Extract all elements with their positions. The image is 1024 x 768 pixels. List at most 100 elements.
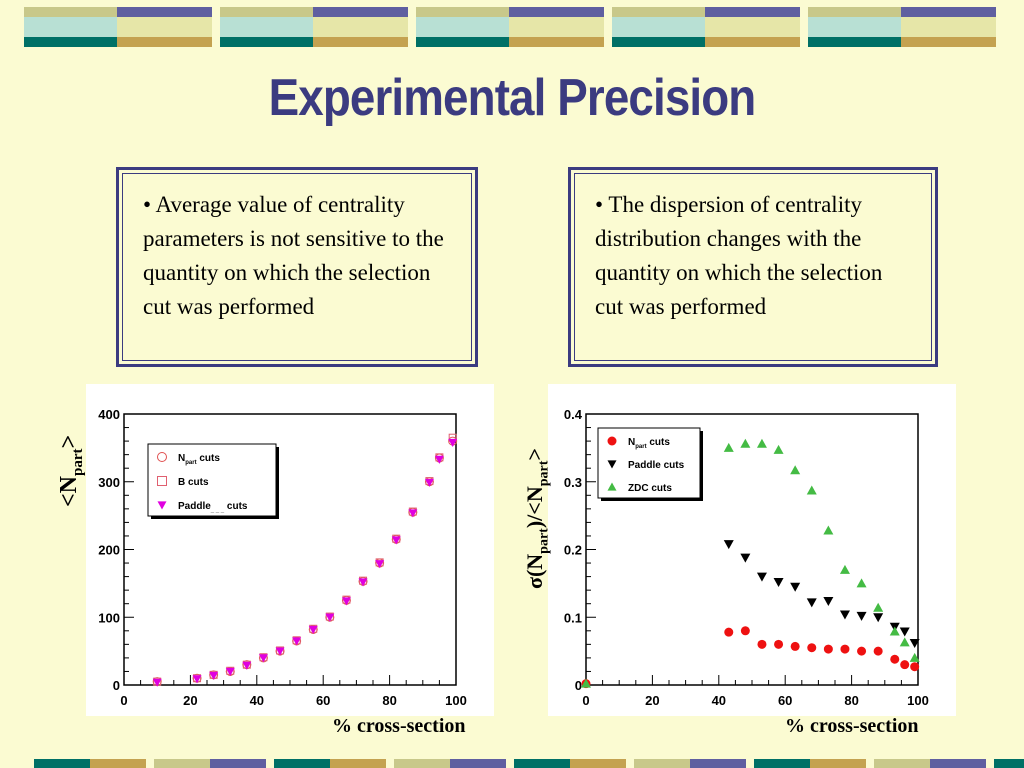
data-point [899, 627, 910, 637]
data-point [790, 465, 801, 475]
data-point [740, 626, 750, 636]
legend-label: Paddle_ _ _ cuts [178, 501, 248, 514]
y-tick-label: 0.2 [564, 543, 582, 558]
data-point [840, 644, 850, 654]
data-point [275, 647, 285, 656]
strip-segment [514, 759, 570, 768]
data-point [325, 613, 335, 622]
legend-marker [607, 482, 617, 491]
ylabel-main: <N [56, 475, 82, 507]
data-point [773, 444, 784, 454]
data-point [757, 639, 767, 649]
data-point [740, 553, 751, 563]
left-chart-ylabel: <Npart> [56, 395, 86, 515]
legend-marker [607, 436, 617, 446]
legend-label: ZDC cuts [628, 483, 672, 494]
data-point [341, 597, 351, 606]
data-point [258, 654, 268, 663]
data-point [209, 671, 219, 681]
left-text-box-inner: • Average value of centrality parameters… [122, 173, 472, 361]
banner-tile [220, 7, 408, 47]
right-chart-panel: 0 20 40 60 80 100 0 0.1 0.2 0.3 0.4 Npart cuts Paddl… [548, 384, 956, 716]
x-tick-label: 60 [778, 693, 792, 708]
data-point [856, 578, 867, 588]
slide-title: Experimental Precision [268, 69, 757, 127]
data-point [448, 438, 458, 447]
right-box-text: The dispersion of centrality distributio… [595, 192, 883, 319]
data-point [856, 611, 867, 621]
data-point [909, 638, 920, 648]
data-point [823, 644, 833, 654]
data-point [823, 596, 834, 606]
strip-segment [210, 759, 266, 768]
x-tick-label: 20 [183, 693, 197, 708]
y-tick-label: 0 [575, 678, 582, 693]
legend-label: Npart cuts [628, 437, 670, 450]
strip-segment [154, 759, 210, 768]
x-tick-label: 60 [316, 693, 330, 708]
strip-segment [810, 759, 866, 768]
bullet: • [595, 192, 604, 217]
y-tick-label: 200 [98, 543, 120, 558]
strip-segment [570, 759, 626, 768]
x-tick-label: 100 [907, 693, 929, 708]
data-point [823, 525, 834, 535]
data-point [807, 643, 817, 653]
strip-segment [450, 759, 506, 768]
data-point [225, 667, 235, 676]
data-point [910, 662, 920, 672]
left-text-box: • Average value of centrality parameters… [116, 167, 478, 367]
data-point [408, 509, 418, 518]
bottom-decorative-strip [34, 759, 1024, 768]
data-point [774, 639, 784, 649]
ylabel-part-5: > [522, 448, 547, 461]
right-chart-xlabel: % cross-section [785, 715, 919, 737]
data-point [773, 578, 784, 588]
y-tick-label: 0.4 [564, 407, 583, 422]
strip-segment [994, 759, 1024, 768]
x-tick-label: 0 [582, 693, 589, 708]
data-point [375, 560, 385, 569]
banner-tile [24, 7, 212, 47]
data-point [890, 654, 900, 664]
data-point [740, 438, 751, 448]
data-point [900, 660, 910, 670]
strip-segment [394, 759, 450, 768]
right-text-box: • The dispersion of centrality distribut… [568, 167, 938, 367]
data-point [391, 536, 401, 545]
x-tick-label: 20 [645, 693, 659, 708]
x-tick-label: 100 [445, 693, 467, 708]
data-point [909, 652, 920, 662]
strip-segment [754, 759, 810, 768]
data-point [857, 646, 867, 656]
strip-segment [90, 759, 146, 768]
ylabel-part-3: )/<N [522, 486, 547, 529]
strip-segment [274, 759, 330, 768]
y-tick-label: 0.3 [564, 475, 582, 490]
x-tick-label: 40 [712, 693, 726, 708]
bullet: • [143, 192, 152, 217]
data-point [434, 455, 444, 464]
banner-tile [808, 7, 996, 47]
data-point [424, 478, 434, 487]
data-point [152, 678, 162, 687]
banner-tile [416, 7, 604, 47]
ylabel-part-2: part [536, 528, 552, 554]
ylabel-sub: part [69, 448, 86, 476]
data-point [723, 442, 734, 452]
strip-segment [690, 759, 746, 768]
data-point [724, 627, 734, 637]
left-chart-xlabel: % cross-section [332, 715, 466, 737]
strip-segment [634, 759, 690, 768]
strip-segment [330, 759, 386, 768]
data-point [873, 613, 884, 623]
x-tick-label: 40 [250, 693, 264, 708]
data-point [192, 675, 202, 684]
x-tick-label: 80 [844, 693, 858, 708]
right-chart-ylabel: σ(Npart)/<Npart> [522, 395, 552, 595]
data-point [308, 625, 318, 634]
legend-box [147, 443, 277, 517]
strip-segment [874, 759, 930, 768]
y-tick-label: 100 [98, 610, 120, 625]
data-point [581, 678, 591, 688]
